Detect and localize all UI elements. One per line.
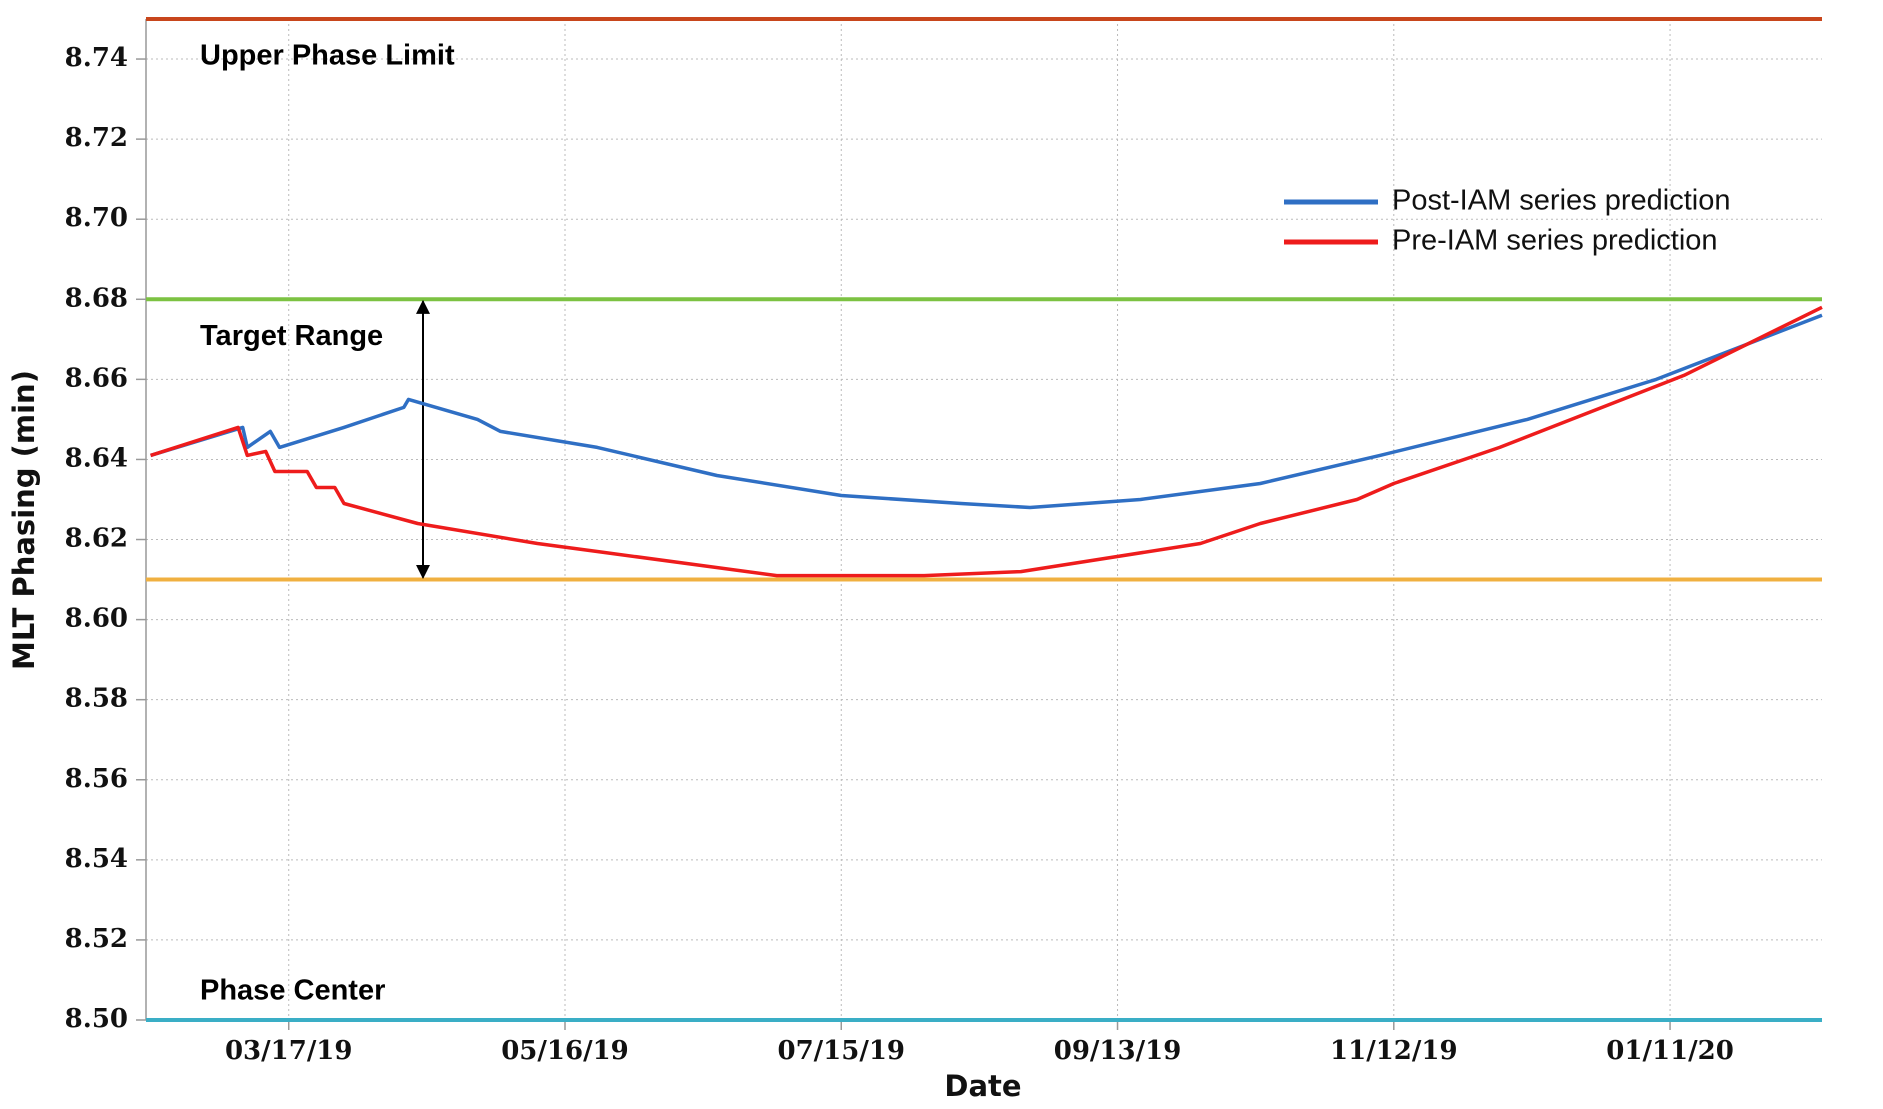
y-tick-label: 8.72 — [65, 123, 128, 153]
legend-label: Post-IAM series prediction — [1392, 185, 1730, 217]
y-tick-label: 8.74 — [65, 43, 128, 73]
y-tick-label: 8.50 — [65, 1004, 128, 1034]
y-tick-label: 8.52 — [65, 924, 128, 954]
y-tick-label: 8.62 — [65, 524, 128, 554]
x-tick-label: 03/17/19 — [225, 1036, 353, 1066]
x-tick-label: 05/16/19 — [501, 1036, 629, 1066]
y-tick-label: 8.64 — [65, 443, 128, 473]
y-tick-label: 8.66 — [65, 363, 128, 393]
y-tick-label: 8.58 — [65, 684, 128, 714]
x-tick-label: 07/15/19 — [777, 1036, 905, 1066]
y-tick-label: 8.70 — [65, 203, 128, 233]
y-tick-label: 8.54 — [65, 844, 128, 874]
y-tick-label: 8.68 — [65, 283, 128, 313]
x-tick-label: 01/11/20 — [1606, 1036, 1734, 1066]
legend-label: Pre-IAM series prediction — [1392, 225, 1718, 257]
series-line — [150, 305, 1823, 578]
x-tick-label: 09/13/19 — [1054, 1036, 1182, 1066]
annotation: Target Range — [200, 320, 383, 352]
annotation: Upper Phase Limit — [200, 40, 455, 72]
y-tick-label: 8.56 — [65, 764, 128, 794]
y-axis-title: MLT Phasing (min) — [7, 370, 41, 670]
annotation: Phase Center — [200, 975, 385, 1007]
x-tick-label: 11/12/19 — [1330, 1036, 1458, 1066]
series-line — [150, 313, 1823, 510]
x-axis-title: Date — [944, 1069, 1021, 1103]
y-tick-label: 8.60 — [65, 604, 128, 634]
